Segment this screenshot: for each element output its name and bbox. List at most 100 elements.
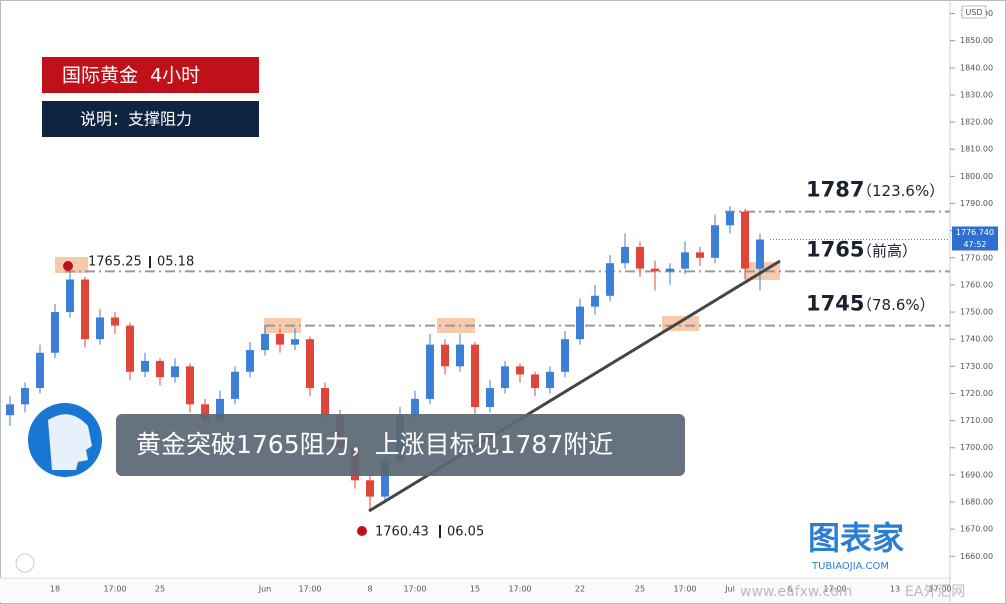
marker-date: 06.05 bbox=[447, 525, 484, 540]
last-price: 1776.740 bbox=[956, 228, 994, 237]
y-tick-label: 1800.00 bbox=[960, 172, 993, 181]
y-tick-label: 1670.00 bbox=[960, 525, 993, 534]
candle-body bbox=[651, 268, 659, 272]
candle-body bbox=[306, 339, 314, 389]
candle-body bbox=[81, 279, 89, 340]
logo: 图表家 bbox=[808, 519, 904, 557]
x-tick-label: Jul bbox=[724, 585, 735, 594]
candle-body bbox=[141, 360, 149, 372]
candle-body bbox=[36, 352, 44, 389]
candle-body bbox=[696, 252, 704, 258]
y-tick-label: 1710.00 bbox=[960, 416, 993, 425]
y-tick-label: 1730.00 bbox=[960, 362, 993, 371]
level-note: （前高） bbox=[857, 242, 917, 260]
candle-body bbox=[711, 225, 719, 258]
y-tick-label: 1700.00 bbox=[960, 443, 993, 452]
logo-site: TUBIAOJIA.COM bbox=[811, 561, 889, 572]
candle-body bbox=[111, 317, 119, 326]
candle-body bbox=[741, 211, 749, 269]
level-value: 1787 bbox=[806, 178, 864, 202]
level-value: 1745 bbox=[806, 292, 864, 316]
candle-body bbox=[216, 398, 224, 421]
candle-body bbox=[126, 325, 134, 372]
candle-body bbox=[261, 333, 269, 351]
x-tick-label: 17:00 bbox=[298, 585, 321, 594]
x-tick-label: 17:00 bbox=[928, 585, 951, 594]
headline: 黄金突破1765阻力，上涨目标见1787附近 bbox=[136, 430, 613, 459]
candle-body bbox=[576, 306, 584, 340]
candle-body bbox=[21, 388, 29, 405]
candle-body bbox=[726, 211, 734, 226]
candle-body bbox=[381, 461, 389, 497]
candle-body bbox=[411, 398, 419, 416]
candle-body bbox=[561, 339, 569, 372]
level-note: （78.6%） bbox=[857, 296, 935, 314]
candle-body bbox=[96, 317, 104, 340]
y-tick-label: 1750.00 bbox=[960, 308, 993, 317]
subtitle-box bbox=[42, 101, 259, 137]
y-tick-label: 1760.00 bbox=[960, 280, 993, 289]
candle-body bbox=[591, 295, 599, 307]
candle-body bbox=[51, 312, 59, 353]
y-tick-label: 1820.00 bbox=[960, 118, 993, 127]
candle-body bbox=[681, 252, 689, 269]
title-box bbox=[42, 57, 259, 93]
candle-body bbox=[171, 366, 179, 378]
highlight bbox=[437, 318, 475, 333]
y-tick-label: 1850.00 bbox=[960, 36, 993, 45]
y-tick-label: 1740.00 bbox=[960, 335, 993, 344]
candle-body bbox=[471, 344, 479, 408]
candle-body bbox=[291, 339, 299, 345]
x-tick-label: 15 bbox=[470, 585, 480, 594]
candle-body bbox=[756, 239, 764, 269]
candle-body bbox=[516, 366, 524, 375]
watermark: www.eafxw.com bbox=[740, 584, 852, 600]
x-tick-label: 17:00 bbox=[103, 585, 126, 594]
candle-body bbox=[321, 388, 329, 416]
candle-body bbox=[6, 404, 14, 416]
y-tick-label: 1770.00 bbox=[960, 253, 993, 262]
candle-body bbox=[231, 371, 239, 399]
candle-body bbox=[156, 360, 164, 378]
candle-body bbox=[456, 344, 464, 367]
currency-box bbox=[961, 5, 987, 19]
countdown: 47:52 bbox=[963, 240, 986, 249]
x-tick-label: 13 bbox=[890, 585, 900, 594]
candle-body bbox=[441, 344, 449, 367]
y-tick-label: 1790.00 bbox=[960, 199, 993, 208]
x-tick-label: 25 bbox=[635, 585, 645, 594]
title: 国际黄金 4小时 bbox=[62, 65, 200, 87]
x-tick-label: 8 bbox=[367, 585, 372, 594]
y-tick-label: 1810.00 bbox=[960, 145, 993, 154]
y-tick-label: 1680.00 bbox=[960, 498, 993, 507]
x-tick-label: 6 bbox=[787, 585, 792, 594]
y-tick-label: 1830.00 bbox=[960, 90, 993, 99]
candle-body bbox=[201, 404, 209, 421]
y-tick-label: 1690.00 bbox=[960, 470, 993, 479]
candle-body bbox=[186, 366, 194, 405]
candle-body bbox=[366, 480, 374, 497]
candle-body bbox=[246, 350, 254, 372]
candle-body bbox=[486, 388, 494, 408]
highlight bbox=[264, 318, 301, 333]
candle-body bbox=[66, 279, 74, 313]
candle-body bbox=[546, 371, 554, 389]
subtitle: 说明：支撑阻力 bbox=[80, 110, 192, 129]
brand-head bbox=[48, 414, 92, 470]
x-tick-label: 25 bbox=[155, 585, 165, 594]
x-tick-label: 22 bbox=[575, 585, 585, 594]
y-tick-label: 1660.00 bbox=[960, 552, 993, 561]
currency: USD bbox=[965, 8, 982, 17]
x-tick-label: 17:00 bbox=[823, 585, 846, 594]
x-tick-label: Jun bbox=[258, 585, 272, 594]
candle-body bbox=[666, 268, 674, 272]
levels: 1787（123.6%） 1765（前高） 1745（78.6%） bbox=[65, 178, 950, 327]
y-tick-label: 1720.00 bbox=[960, 389, 993, 398]
y-tick-label: 1840.00 bbox=[960, 63, 993, 72]
candle-body bbox=[621, 246, 629, 264]
candle-body bbox=[636, 246, 644, 269]
x-tick-label: 17:00 bbox=[673, 585, 696, 594]
level-note: （123.6%） bbox=[857, 182, 944, 200]
x-tick-label: 17:00 bbox=[508, 585, 531, 594]
